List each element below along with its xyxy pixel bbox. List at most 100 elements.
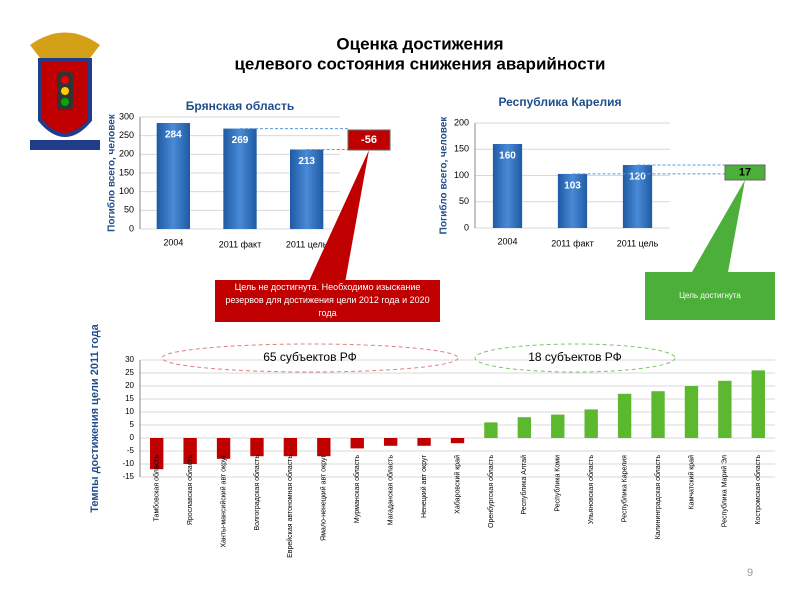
note-box [645,272,775,320]
note-text: Цель не достигнута. Необходимо изыскание… [225,282,429,318]
y-tick-label: 100 [454,170,469,180]
group-ellipse [161,343,459,373]
bar [383,438,398,446]
bar [751,370,765,438]
y-tick-label: 150 [119,167,134,177]
x-tick-label: 2004 [163,237,183,247]
bar [551,414,565,438]
value-label: 120 [629,172,646,183]
x-tick-label: Магаданская область [387,455,395,526]
y-axis-label: Погибло всего, человек [438,116,450,235]
x-tick-label: Еврейская автономная область [286,455,294,558]
y-tick-label: 250 [119,130,134,140]
x-tick-label: Республика Коми [554,455,562,512]
y-tick-label: 50 [124,205,134,215]
y-tick-label: 30 [125,355,134,364]
y-tick-label: 100 [119,186,134,196]
callout-pointer [309,150,369,280]
x-tick-label: Хабаровский край [453,455,461,514]
bar [317,438,331,457]
bar [156,122,190,229]
bar [216,438,231,459]
x-tick-label: Республика Карелия [620,455,628,522]
bar [557,173,588,228]
y-tick-label: -15 [122,472,134,481]
bar [484,422,498,438]
x-tick-label: Республика Марий Эл [721,455,729,527]
bar [684,386,699,438]
y-tick-label: 0 [129,223,134,233]
y-tick-label: 50 [459,196,469,206]
y-tick-label: 200 [454,117,469,127]
bar [584,409,598,438]
slide-title: целевого состояния снижения аварийности [234,54,605,73]
value-label: 213 [298,156,315,167]
x-tick-label: Ярославская область [186,455,194,526]
bar [517,417,532,438]
chart-title: Брянская область [186,99,294,113]
emblem [30,32,100,150]
x-tick-label: Камчатский край [687,455,695,509]
y-tick-label: 5 [130,420,135,429]
x-tick-label: Костромская область [754,455,762,525]
x-tick-label: Тамбовская область [153,455,161,522]
x-tick-label: 2011 факт [219,239,261,249]
x-tick-label: Ханты-мансийский авт округ [219,455,227,548]
callout-pointer [692,180,745,272]
x-tick-label: 2011 цель [617,238,659,248]
page-number: 9 [747,567,753,579]
bar [283,438,298,457]
y-tick-label: 300 [119,111,134,121]
value-label: 269 [232,135,249,146]
difference-label: -56 [361,134,377,146]
difference-box [347,129,391,151]
y-tick-label: 15 [125,394,134,403]
bar [492,144,523,228]
x-tick-label: 2011 факт [551,238,593,248]
bar [350,438,364,449]
x-tick-label: 2004 [497,236,517,246]
x-tick-label: Ямало-ненецкий авт округ [320,455,328,541]
bar [718,380,732,438]
group-ellipse [474,343,676,373]
y-tick-label: 200 [119,149,134,159]
x-tick-label: Мурманская область [353,455,361,523]
x-tick-label: Калининградская область [654,455,662,540]
x-tick-label: Республика Алтай [520,455,528,515]
y-tick-label: -10 [122,459,134,468]
value-label: 103 [564,181,581,192]
bar [617,393,632,438]
value-label: 284 [165,130,182,141]
y-tick-label: 10 [125,407,134,416]
bar [223,128,257,229]
slide-title: Оценка достижения [336,34,503,53]
y-tick-label: 20 [125,381,134,390]
difference-label: 17 [739,166,751,178]
bar [622,165,653,228]
chart-title: Республика Карелия [498,95,621,109]
y-tick-label: -5 [127,446,135,455]
x-tick-label: Ульяновская область [587,455,595,525]
value-label: 160 [499,151,516,162]
y-tick-label: 25 [125,368,134,377]
x-tick-label: Ненецкий авт округ [420,455,428,518]
difference-box [724,164,766,181]
bar [417,438,431,446]
group-label: 65 субъектов РФ [263,350,357,364]
bar [450,438,465,444]
bar [183,438,197,464]
x-tick-label: 2011 цель [286,239,328,249]
y-axis-label: Темпы достижения цели 2011 года [89,323,101,512]
y-axis-label: Погибло всего, человек [106,113,118,232]
bar [290,149,324,229]
group-label: 18 субъектов РФ [528,350,622,364]
y-tick-label: 0 [464,222,469,232]
y-tick-label: 0 [130,433,135,442]
x-tick-label: Волгоградская область [253,455,261,531]
bar [250,438,264,457]
bar [651,391,665,438]
x-tick-label: Оренбургская область [487,455,495,528]
note-box [215,280,440,322]
bar [150,438,164,470]
